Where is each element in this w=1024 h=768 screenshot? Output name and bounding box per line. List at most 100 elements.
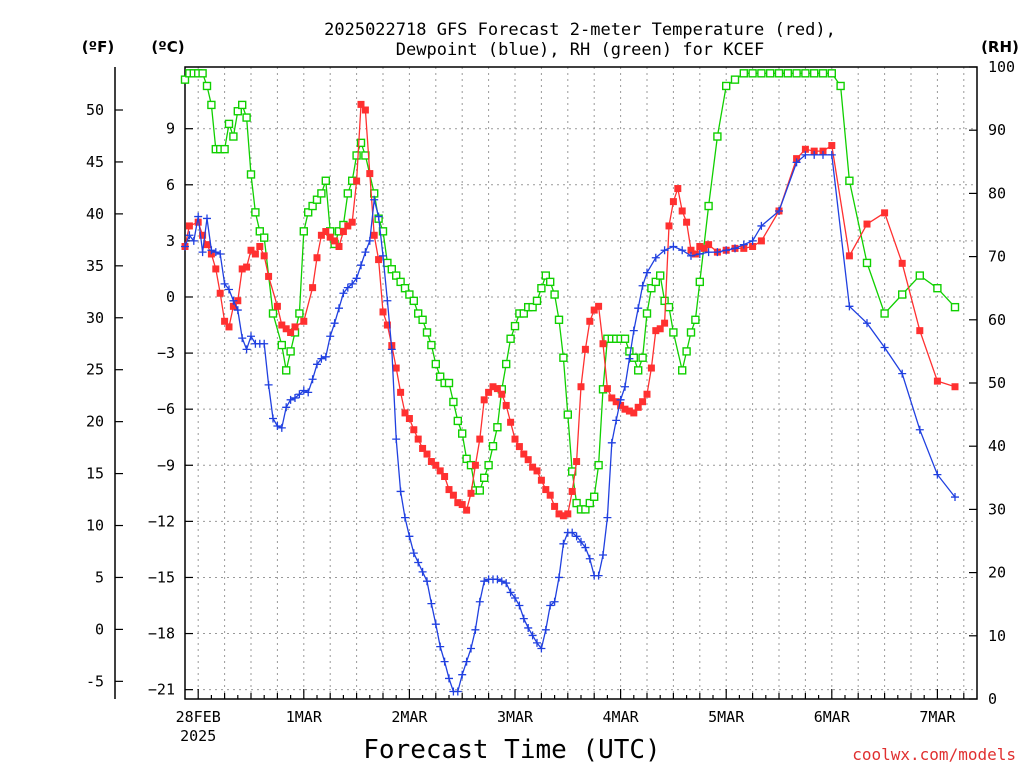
dewpoint-point (638, 281, 647, 290)
rh-point (255, 227, 264, 236)
temp-point (625, 407, 633, 415)
rh-point (704, 201, 713, 211)
temp-point (348, 218, 356, 226)
rh-point (898, 290, 907, 299)
rh-point (286, 347, 295, 356)
rh-point (400, 284, 410, 293)
dewpoint-point (660, 246, 669, 255)
rh-point (502, 359, 511, 369)
temp-point (652, 327, 660, 335)
temp-point (449, 491, 457, 499)
temp-point (551, 502, 559, 510)
dewpoint-point (374, 212, 383, 221)
dewpoint-point (497, 577, 506, 586)
dewpoint-point (225, 285, 233, 294)
dewpoint-point (414, 558, 423, 567)
dewpoint-point (880, 343, 889, 352)
x-tick-label: 2MAR (391, 708, 428, 726)
dewpoint-point (194, 212, 203, 221)
temp-point (339, 228, 347, 236)
temp-point (590, 306, 598, 314)
f-tick-label: -5 (86, 672, 104, 690)
rh-point (845, 176, 854, 185)
rh-point (554, 315, 564, 324)
f-tick-label: 10 (86, 517, 104, 535)
temp-point (801, 145, 809, 153)
series-line (184, 72, 956, 511)
temp-point (463, 506, 471, 514)
dewpoint-point (326, 332, 335, 341)
temp-point (533, 467, 541, 475)
c-tick-label: 9 (166, 120, 175, 138)
temp-point (260, 252, 268, 260)
dewpoint-point (863, 319, 871, 328)
temp-point (287, 329, 295, 337)
rh-point (594, 460, 603, 470)
rh-point (237, 100, 247, 110)
c-tick-label: −9 (157, 456, 175, 474)
dewpoint-point (396, 487, 405, 496)
rh-point (343, 189, 352, 198)
temp-point (643, 390, 651, 398)
temp-point (573, 458, 581, 466)
temp-point (458, 501, 466, 509)
rh-tick-label: 40 (988, 437, 1006, 455)
dewpoint-point (317, 354, 326, 363)
temp-point (678, 207, 686, 215)
rh-point (475, 486, 484, 495)
rh-point (532, 296, 542, 306)
dewpoint-point (286, 395, 295, 404)
rh-point (950, 302, 960, 312)
c-tick-label: −18 (148, 625, 175, 643)
dewpoint-point (519, 614, 528, 623)
rh-point (722, 81, 731, 91)
rh-point (202, 81, 212, 91)
dewpoint-point (524, 623, 533, 632)
c-tick-label: −6 (157, 400, 175, 418)
temp-point (313, 254, 321, 262)
x-tick-label: 7MAR (919, 708, 956, 726)
dewpoint-point (471, 625, 480, 634)
rh-point (629, 353, 638, 362)
temp-point (357, 100, 365, 108)
dewpoint-point (704, 248, 713, 257)
temp-point (568, 487, 576, 495)
dewpoint-point (299, 386, 308, 395)
temp-point (300, 317, 308, 325)
dewpoint-point (277, 423, 286, 432)
dewpoint-point (775, 206, 783, 215)
rh-tick-label: 60 (988, 311, 1006, 329)
temp-point (326, 233, 334, 241)
rh-point (801, 69, 810, 78)
temp-point (656, 325, 664, 333)
rh-point (282, 366, 291, 375)
rh-point (792, 69, 801, 78)
rh-point (220, 144, 229, 154)
temp-point (471, 461, 479, 469)
dewpoint-point (951, 493, 959, 502)
temp-point (515, 443, 523, 451)
temp-point (546, 491, 554, 499)
temp-point (436, 467, 444, 475)
rh-point (642, 309, 652, 318)
rh-point (493, 423, 502, 432)
dewpoint-point (458, 670, 467, 679)
dewpoint-point (242, 345, 251, 354)
temp-point (212, 265, 220, 273)
rh-point (409, 296, 418, 306)
temp-point (441, 472, 449, 480)
dewpoint-point (915, 425, 924, 434)
dewpoint-point (607, 438, 616, 447)
dewpoint-point (475, 597, 484, 606)
dewpoint-point (695, 249, 704, 258)
temp-point (577, 383, 585, 391)
dewpoint-point (722, 246, 731, 255)
dewpoint-point (594, 571, 603, 580)
dewpoint-point (418, 567, 427, 576)
temp-point (322, 228, 330, 236)
rh-point (774, 69, 784, 78)
dewpoint-point (528, 631, 537, 640)
rh-point (198, 69, 207, 78)
rh-point (572, 498, 581, 508)
axes: -505101520253035404550−21−18−15−12−9−6−3… (86, 58, 1015, 745)
